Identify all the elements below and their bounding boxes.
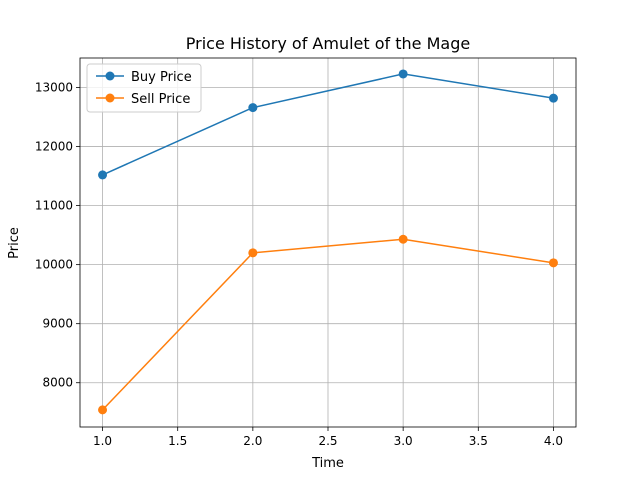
- data-point: [548, 93, 558, 103]
- x-tick-label: 4.0: [544, 434, 563, 448]
- series-line: [102, 73, 554, 176]
- legend-label: Sell Price: [131, 92, 190, 107]
- series-layer: [98, 69, 558, 415]
- x-tick-label: 3.5: [469, 434, 488, 448]
- y-tick-label: 12000: [35, 140, 73, 154]
- y-tick-label: 11000: [35, 199, 73, 213]
- legend-label: Buy Price: [131, 70, 192, 85]
- data-point: [398, 69, 408, 79]
- axis-ticks: 1.0 1.5 2.0 2.5 3.0 3.5 4.0 8000 9000 10000 11000 1…: [35, 81, 563, 448]
- series-line: [102, 238, 554, 411]
- x-tick-label: 1.5: [168, 434, 187, 448]
- x-tick-label: 2.5: [318, 434, 337, 448]
- legend-marker: [105, 71, 115, 81]
- x-tick-label: 1.0: [93, 434, 112, 448]
- data-point: [248, 248, 258, 258]
- data-point: [98, 405, 108, 415]
- y-tick-label: 13000: [35, 81, 73, 95]
- x-axis-label: Time: [311, 456, 344, 471]
- grid: [80, 58, 576, 427]
- y-tick-label: 10000: [35, 258, 73, 272]
- legend: Buy Price Sell Price: [86, 63, 202, 113]
- legend-marker: [105, 93, 115, 103]
- x-tick-label: 2.0: [243, 434, 262, 448]
- y-axis-label: Price: [7, 227, 22, 259]
- y-tick-label: 8000: [42, 376, 73, 390]
- x-tick-label: 3.0: [394, 434, 413, 448]
- chart-title: Price History of Amulet of the Mage: [186, 34, 470, 53]
- data-point: [398, 234, 408, 244]
- y-tick-label: 9000: [42, 317, 73, 331]
- data-point: [248, 103, 258, 113]
- data-point: [548, 258, 558, 268]
- data-point: [98, 170, 108, 180]
